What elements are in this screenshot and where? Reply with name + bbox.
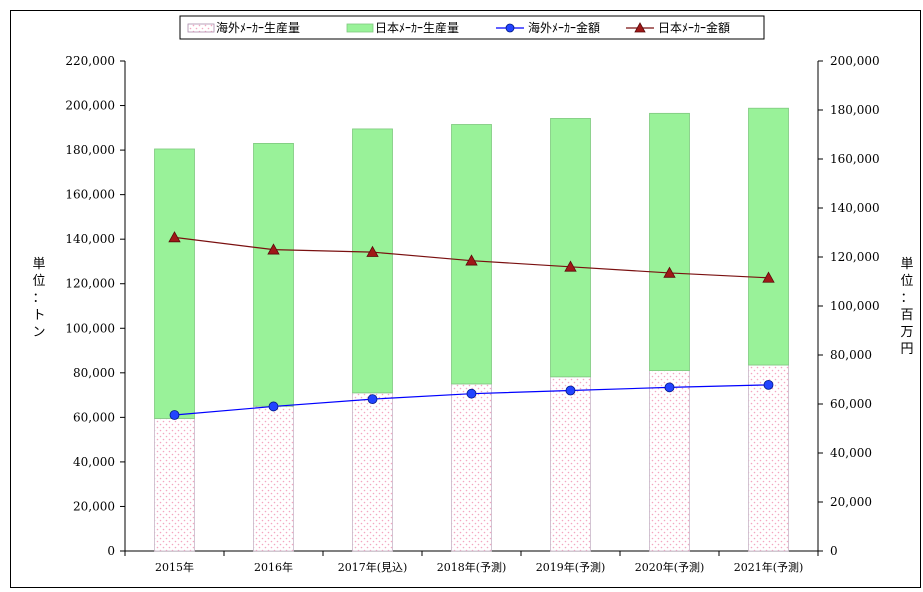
y-tick-label-left: 180,000 (65, 143, 115, 157)
y-tick-label-left: 120,000 (65, 277, 115, 291)
legend-label: 日本ﾒｰｶｰ金額 (658, 20, 730, 35)
point-overseas-amount (664, 382, 675, 393)
bar-overseas-production (550, 376, 591, 552)
y-tick-label-left: 160,000 (65, 188, 115, 202)
y-tick-label-left: 80,000 (73, 366, 115, 380)
bar-japan-production (748, 107, 789, 366)
y-axis-title-right: 万 (900, 325, 913, 340)
bars (154, 107, 789, 552)
point-japan-amount (762, 271, 775, 283)
legend-label: 海外ﾒｰｶｰ金額 (528, 20, 600, 35)
y-tick-label-left: 60,000 (73, 410, 115, 424)
y-axis-title-left: 単 (32, 256, 45, 272)
x-tick-label: 2021年(予測) (734, 560, 804, 574)
y-axis-title-right: 位 (900, 274, 913, 289)
bar-overseas-production (451, 383, 492, 552)
y-axis-title-right: 円 (900, 342, 913, 357)
bar-japan-production (154, 148, 195, 419)
point-overseas-amount (763, 379, 774, 390)
bar-japan-production (451, 124, 492, 385)
legend-swatch-overseas-production (187, 23, 215, 33)
legend-box (179, 15, 765, 40)
x-tick-label: 2020年(予測) (635, 560, 705, 574)
legend-label: 日本ﾒｰｶｰ生産量 (375, 20, 459, 35)
y-tick-label-left: 140,000 (65, 232, 115, 246)
bar-japan-production (649, 112, 690, 371)
y-tick-label-left: 20,000 (73, 499, 115, 513)
y-tick-label-right: 160,000 (830, 152, 880, 166)
point-japan-amount (267, 243, 280, 255)
y-tick-label-right: 0 (830, 544, 838, 558)
legend-swatch-japan-production (346, 23, 374, 33)
point-japan-amount (366, 245, 379, 257)
point-japan-amount (564, 260, 577, 272)
point-overseas-amount (367, 394, 378, 405)
y-tick-label-right: 100,000 (830, 299, 880, 313)
legend-marker-overseas-amount (505, 23, 515, 33)
x-tick-label: 2015年 (155, 560, 194, 574)
x-tick-label: 2018年(予測) (437, 560, 507, 574)
point-overseas-amount (466, 388, 477, 399)
y-axis-title-right: 百 (900, 308, 913, 323)
y-tick-label-right: 180,000 (830, 103, 880, 117)
x-tick-label: 2016年 (254, 560, 293, 574)
bar-japan-production (550, 118, 591, 378)
bar-overseas-production (649, 370, 690, 552)
y-tick-label-left: 0 (107, 544, 115, 558)
y-tick-label-left: 200,000 (65, 99, 115, 113)
y-tick-label-right: 200,000 (830, 54, 880, 68)
y-axis-title-left: ： (32, 291, 45, 306)
y-tick-label-right: 120,000 (830, 250, 880, 264)
y-axis-title-left: 位 (32, 274, 45, 289)
legend: 海外ﾒｰｶｰ生産量 日本ﾒｰｶｰ生産量 海外ﾒｰｶｰ金額 日本ﾒｰｶｰ金額 (179, 15, 765, 40)
legend-label: 海外ﾒｰｶｰ生産量 (216, 20, 300, 35)
point-overseas-amount (268, 401, 279, 412)
y-tick-label-right: 140,000 (830, 201, 880, 215)
y-axis-title-right: 単 (900, 256, 913, 272)
y-tick-label-left: 100,000 (65, 321, 115, 335)
y-tick-label-right: 40,000 (830, 446, 872, 460)
y-tick-label-right: 80,000 (830, 348, 872, 362)
bar-overseas-production (748, 364, 789, 552)
bar-overseas-production (154, 418, 195, 552)
lines (168, 231, 775, 420)
y-tick-label-left: 40,000 (73, 455, 115, 469)
x-tick-label: 2017年(見込) (338, 560, 408, 574)
point-japan-amount (663, 266, 676, 278)
y-tick-label-right: 20,000 (830, 495, 872, 509)
y-axis-title-left: ン (32, 325, 45, 340)
point-overseas-amount (169, 410, 180, 420)
bar-japan-production (352, 128, 393, 394)
point-japan-amount (168, 231, 181, 243)
y-axis-title-right: ： (900, 291, 913, 306)
point-japan-amount (465, 254, 478, 266)
y-axis-title-left: ト (32, 308, 45, 323)
y-tick-label-right: 60,000 (830, 397, 872, 411)
legend-marker-japan-amount (634, 22, 646, 33)
x-tick-label: 2019年(予測) (536, 560, 606, 574)
y-tick-label-left: 220,000 (65, 54, 115, 68)
bar-overseas-production (352, 392, 393, 552)
bar-overseas-production (253, 405, 294, 552)
bar-japan-production (253, 143, 294, 407)
point-overseas-amount (565, 385, 576, 396)
